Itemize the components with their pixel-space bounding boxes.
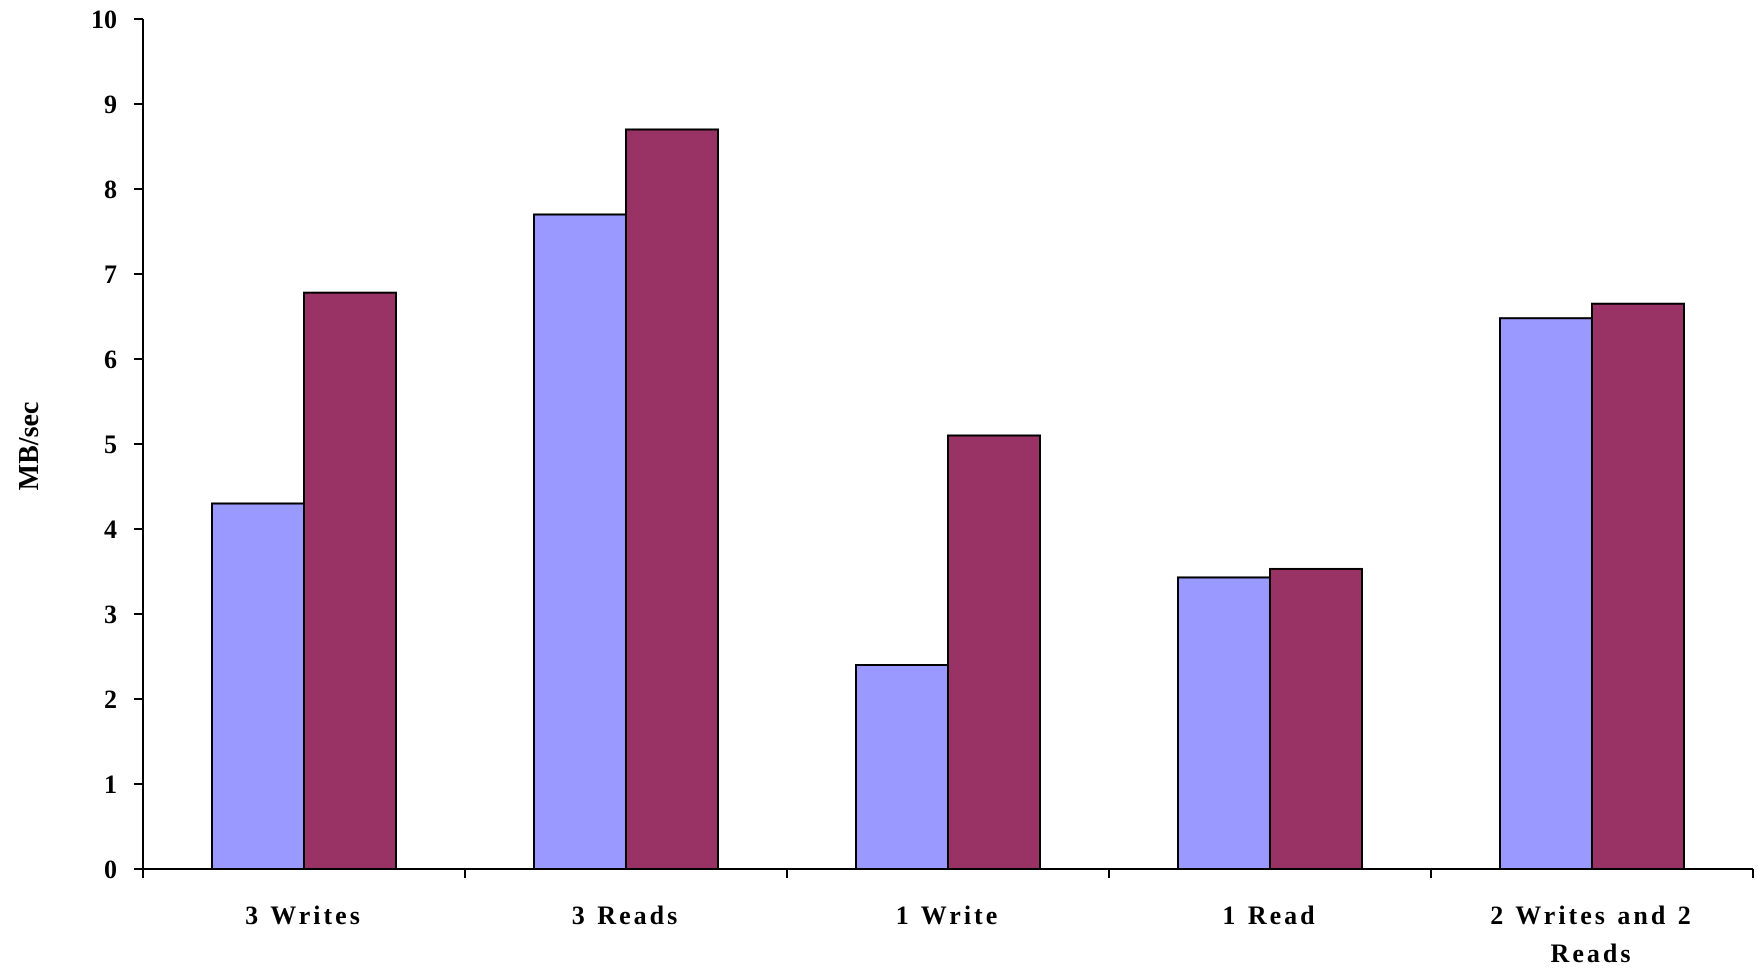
y-tick-label: 8: [104, 175, 117, 204]
bar-series-1: [1177, 576, 1271, 870]
bar-series-1: [211, 502, 305, 870]
y-tick-label: 4: [104, 515, 117, 544]
bar-series-1: [533, 213, 627, 870]
x-category-label: 3 Reads: [572, 901, 680, 930]
x-category-label: 1 Write: [896, 901, 1001, 930]
x-category-label: 1 Read: [1222, 901, 1317, 930]
y-axis-ticks: 0 1 2 3 4 5 6 7 8 9 10: [91, 5, 143, 884]
category-labels: 3 Writes 3 Reads 1 Write 1 Read 2 Writes and…: [245, 901, 1694, 968]
bar-series-2: [303, 291, 397, 870]
bar-series-1: [855, 664, 949, 870]
axes: [142, 19, 1754, 878]
x-category-label: 3 Writes: [245, 901, 363, 930]
y-axis-title: MB/sec: [14, 402, 45, 491]
y-axis-title-group: MB/sec: [14, 402, 45, 491]
x-category-label: 2 Writes and 2: [1490, 901, 1694, 930]
y-tick-label: 0: [104, 855, 117, 884]
bar-series-2: [625, 128, 719, 870]
y-tick-label: 1: [104, 770, 117, 799]
x-category-label: Reads: [1551, 939, 1634, 968]
bar-series-1: [1499, 317, 1593, 870]
y-tick-label: 7: [104, 260, 117, 289]
y-tick-label: 2: [104, 685, 117, 714]
y-tick-label: 6: [104, 345, 117, 374]
y-tick-label: 9: [104, 90, 117, 119]
y-tick-label: 5: [104, 430, 117, 459]
bar-series-2: [1269, 567, 1363, 870]
bar-series-2: [1591, 302, 1685, 870]
bar-series-2: [947, 434, 1041, 870]
bars: [211, 128, 1685, 870]
y-tick-label: 3: [104, 600, 117, 629]
y-tick-label: 10: [91, 5, 117, 34]
